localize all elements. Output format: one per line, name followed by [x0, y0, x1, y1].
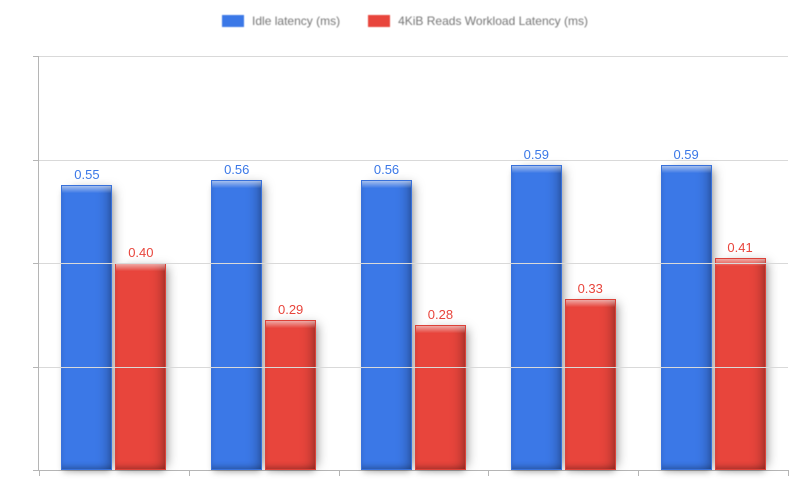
bar-reads: 0.41	[715, 258, 766, 470]
x-tick	[488, 470, 489, 476]
plot-area: 0.550.400.560.290.560.280.590.330.590.41	[38, 56, 788, 471]
bar-value-label: 0.41	[716, 240, 765, 255]
y-tick	[33, 263, 39, 264]
legend-label-reads: 4KiB Reads Workload Latency (ms)	[398, 14, 588, 28]
y-tick	[33, 160, 39, 161]
bar-idle: 0.56	[211, 180, 262, 470]
x-tick	[788, 470, 789, 476]
legend-label-idle: Idle latency (ms)	[252, 14, 340, 28]
bar-value-label: 0.40	[116, 245, 165, 260]
bar-value-label: 0.28	[416, 307, 465, 322]
gridline	[39, 367, 788, 368]
latency-bar-chart: Idle latency (ms) 4KiB Reads Workload La…	[0, 0, 810, 501]
bar-idle: 0.59	[661, 165, 712, 470]
x-tick	[39, 470, 40, 476]
bar-value-label: 0.55	[62, 167, 111, 182]
legend-swatch-reads	[368, 15, 390, 27]
y-tick	[33, 470, 39, 471]
legend-item-reads: 4KiB Reads Workload Latency (ms)	[368, 14, 588, 28]
gridline	[39, 263, 788, 264]
bar-idle: 0.59	[511, 165, 562, 470]
bar-idle: 0.56	[361, 180, 412, 470]
x-tick	[638, 470, 639, 476]
legend-item-idle: Idle latency (ms)	[222, 14, 340, 28]
y-tick	[33, 56, 39, 57]
gridline	[39, 56, 788, 57]
bar-value-label: 0.33	[566, 281, 615, 296]
x-tick	[189, 470, 190, 476]
bar-idle: 0.55	[61, 185, 112, 470]
gridline	[39, 160, 788, 161]
bar-reads: 0.28	[415, 325, 466, 470]
legend: Idle latency (ms) 4KiB Reads Workload La…	[0, 14, 810, 28]
bar-reads: 0.33	[565, 299, 616, 470]
legend-swatch-idle	[222, 15, 244, 27]
bar-value-label: 0.29	[266, 302, 315, 317]
bar-value-label: 0.56	[362, 162, 411, 177]
bar-value-label: 0.56	[212, 162, 261, 177]
y-tick	[33, 367, 39, 368]
x-tick	[339, 470, 340, 476]
bar-reads: 0.29	[265, 320, 316, 470]
